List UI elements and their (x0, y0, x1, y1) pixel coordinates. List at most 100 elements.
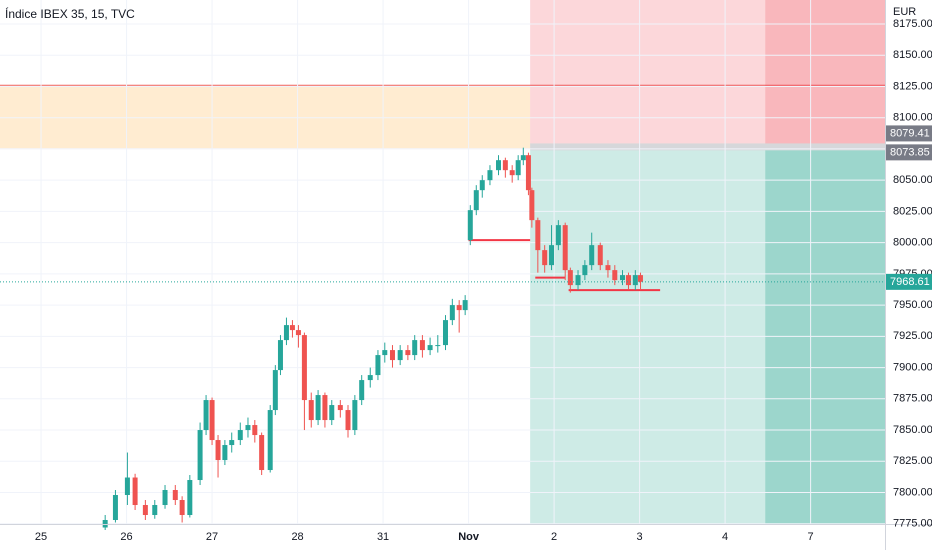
candle-body (132, 477, 138, 506)
grid-layer (0, 0, 885, 525)
stop-label-bg (886, 125, 932, 142)
candle-body (112, 495, 118, 521)
y-tick-label: 8175.00 (893, 18, 932, 30)
candle-body (277, 340, 283, 371)
candle-body (187, 480, 193, 516)
candle-body (562, 225, 568, 271)
candle-body (367, 375, 373, 381)
candle-body (502, 160, 508, 171)
candle-body (162, 490, 168, 506)
supply-zone (0, 85, 531, 149)
candle-body (637, 275, 643, 282)
candle-body (382, 350, 388, 356)
candle-body (555, 225, 561, 246)
candle-body (315, 395, 321, 421)
axes-layer: 7775.00 7800.00 7825.00 7850.00 7875.00 7900.… (35, 18, 932, 543)
entry-band (530, 143, 885, 151)
candle-body (529, 190, 535, 221)
candle-body (589, 245, 595, 266)
x-tick-label: 25 (35, 531, 47, 543)
candle-body (582, 265, 588, 276)
candle-body (142, 505, 148, 516)
x-tick-label: 28 (291, 531, 303, 543)
candle-body (345, 410, 351, 431)
candle-body (272, 370, 278, 411)
y-tick-label: 8050.00 (893, 174, 932, 186)
candle-body (229, 440, 235, 446)
x-tick-label: 27 (206, 531, 218, 543)
candle-body (245, 425, 251, 431)
candle-body (172, 490, 178, 501)
y-tick-label: 7825.00 (893, 455, 932, 467)
candle-body (467, 210, 473, 241)
candle-body (612, 270, 618, 281)
candle-body (427, 345, 433, 351)
last-price-label: 7968.61 (890, 276, 930, 288)
candle-body (237, 430, 243, 441)
candle-body (549, 245, 555, 266)
candle-body (389, 350, 395, 361)
y-tick-label: 7900.00 (893, 361, 932, 373)
candle-body (283, 325, 289, 341)
candle-body (203, 400, 209, 431)
x-tick-label: 7 (808, 531, 814, 543)
candle-body (397, 350, 403, 361)
y-tick-label: 8125.00 (893, 80, 932, 92)
candle-body (509, 170, 515, 176)
candle-body (267, 410, 273, 471)
candle-body (301, 335, 307, 401)
stop-label: 8079.41 (890, 127, 930, 139)
y-tick-label: 8025.00 (893, 205, 932, 217)
candle-body (322, 395, 328, 421)
candle-body (496, 160, 502, 171)
candle-body (252, 425, 258, 436)
last-price-label-bg (886, 273, 932, 290)
y-tick-label: 7850.00 (893, 424, 932, 436)
y-tick-label: 8000.00 (893, 237, 932, 249)
candle-body (209, 400, 215, 441)
candle-body (605, 265, 611, 271)
y-tick-label: 7775.00 (893, 518, 932, 530)
stop-highlight (765, 0, 885, 144)
candle-body (632, 275, 638, 286)
candle-body (462, 300, 468, 311)
candle-body (405, 350, 411, 356)
y-tick-label: 8150.00 (893, 49, 932, 61)
candle-body (259, 435, 265, 471)
candle-body (619, 275, 625, 281)
y-tick-label: 7875.00 (893, 393, 932, 405)
y-tick-label: 8100.00 (893, 112, 932, 124)
currency-label: EUR (893, 6, 916, 18)
candle-body (197, 430, 203, 481)
candle-body (352, 400, 358, 431)
x-tick-label: 3 (637, 531, 643, 543)
candle-body (479, 180, 485, 191)
candle-body (179, 500, 185, 516)
y-tick-label: 7800.00 (893, 486, 932, 498)
marks-layer (0, 147, 885, 530)
candle-body (359, 380, 365, 401)
y-tick-label: 7925.00 (893, 330, 932, 342)
candle-body (375, 355, 381, 376)
candle-body (575, 275, 581, 286)
candle-body (215, 440, 221, 461)
candle-body (487, 170, 493, 181)
x-tick-label: 2 (551, 531, 557, 543)
entry-label-bg (886, 144, 932, 161)
x-tick-label: Nov (458, 531, 480, 543)
candle-body (542, 250, 548, 266)
candle-body (308, 400, 314, 421)
candle-body (222, 445, 228, 461)
y-tick-label: 7950.00 (893, 299, 932, 311)
candle-body (625, 275, 631, 286)
candle-body (525, 155, 531, 191)
candle-body (412, 340, 418, 356)
candle-body (442, 320, 448, 346)
target-highlight (765, 150, 885, 524)
candle-body (456, 305, 462, 311)
candle-body (295, 330, 301, 336)
entry-label: 8073.85 (890, 146, 930, 158)
x-tick-label: 31 (377, 531, 389, 543)
candle-body (329, 405, 335, 421)
